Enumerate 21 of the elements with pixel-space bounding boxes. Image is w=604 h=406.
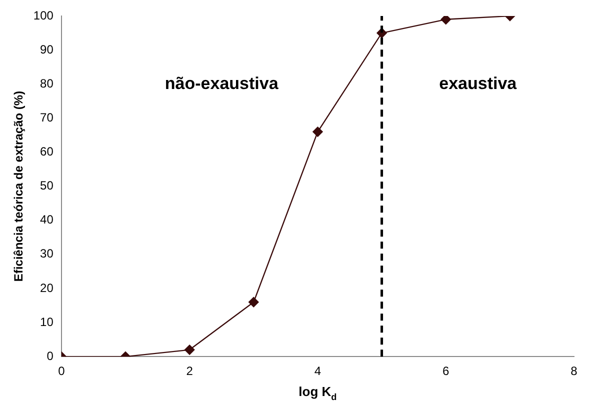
y-tick-label: 20 xyxy=(40,280,54,295)
x-tick-label: 2 xyxy=(186,364,194,378)
y-tick-label: 10 xyxy=(40,314,54,329)
y-tick-label: 0 xyxy=(46,348,54,363)
y-tick-label: 100 xyxy=(33,8,54,22)
y-tick-label: 70 xyxy=(40,110,54,124)
annotation: não-exaustiva xyxy=(164,74,279,93)
x-tick-label: 0 xyxy=(58,364,66,378)
x-tick-label: 8 xyxy=(570,364,578,378)
y-tick-label: 40 xyxy=(40,212,54,227)
annotation: exaustiva xyxy=(439,74,518,93)
y-tick-label: 30 xyxy=(40,246,54,261)
point xyxy=(312,126,323,137)
y-tick-label: 90 xyxy=(40,42,54,56)
x-tick-label: 6 xyxy=(442,364,450,378)
point xyxy=(440,16,451,25)
y-tick-label: 50 xyxy=(40,178,54,193)
x-tick-label: 4 xyxy=(314,364,322,378)
y-tick-label: 80 xyxy=(40,76,54,90)
y-axis-title: Eficiência teórica de extração (%) xyxy=(12,90,26,282)
y-tick-label: 60 xyxy=(40,144,54,159)
